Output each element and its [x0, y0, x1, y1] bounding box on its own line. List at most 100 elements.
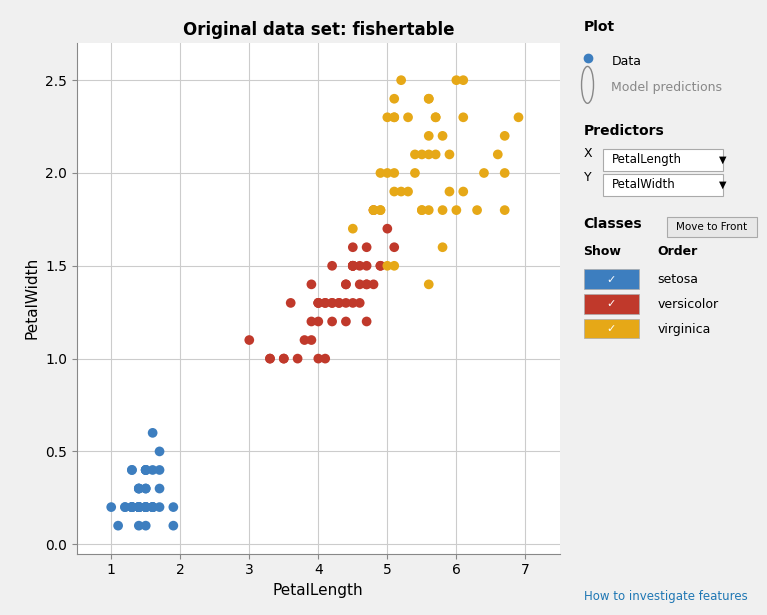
setosa [146, 465, 159, 475]
setosa [153, 446, 166, 456]
versicolor [347, 261, 359, 271]
setosa [146, 502, 159, 512]
setosa [140, 502, 152, 512]
virginica [395, 75, 407, 85]
versicolor [333, 298, 345, 308]
virginica [499, 131, 511, 141]
Text: setosa: setosa [657, 273, 698, 287]
virginica [416, 205, 428, 215]
virginica [430, 113, 442, 122]
versicolor [354, 298, 366, 308]
Text: Data: Data [611, 55, 641, 68]
versicolor [264, 354, 276, 363]
virginica [423, 94, 435, 104]
setosa [133, 502, 145, 512]
versicolor [312, 298, 324, 308]
virginica [388, 113, 400, 122]
virginica [374, 168, 387, 178]
virginica [436, 242, 449, 252]
versicolor [312, 298, 324, 308]
setosa [126, 502, 138, 512]
setosa [140, 502, 152, 512]
virginica [492, 149, 504, 159]
setosa [146, 502, 159, 512]
virginica [450, 75, 463, 85]
Text: X: X [584, 147, 592, 160]
versicolor [319, 298, 331, 308]
virginica [402, 186, 414, 196]
versicolor [360, 242, 373, 252]
versicolor [298, 335, 311, 345]
Text: PetalWidth: PetalWidth [611, 178, 675, 191]
FancyBboxPatch shape [667, 217, 757, 237]
versicolor [360, 261, 373, 271]
virginica [443, 186, 456, 196]
Text: ✓: ✓ [607, 324, 616, 334]
setosa [133, 483, 145, 493]
setosa [167, 502, 179, 512]
versicolor [354, 261, 366, 271]
setosa [140, 502, 152, 512]
setosa [126, 502, 138, 512]
virginica [457, 186, 469, 196]
versicolor [340, 298, 352, 308]
versicolor [367, 279, 380, 289]
setosa [146, 502, 159, 512]
virginica [423, 149, 435, 159]
virginica [423, 205, 435, 215]
virginica [388, 186, 400, 196]
virginica [388, 261, 400, 271]
virginica [374, 205, 387, 215]
Text: How to investigate features: How to investigate features [584, 590, 747, 603]
virginica [471, 205, 483, 215]
Text: ✓: ✓ [607, 275, 616, 285]
setosa [133, 502, 145, 512]
versicolor [319, 298, 331, 308]
virginica [402, 113, 414, 122]
versicolor [347, 242, 359, 252]
versicolor [374, 261, 387, 271]
Text: Plot: Plot [584, 20, 614, 34]
setosa [126, 502, 138, 512]
setosa [140, 465, 152, 475]
setosa [140, 502, 152, 512]
Text: virginica: virginica [657, 322, 711, 336]
setosa [126, 465, 138, 475]
versicolor [326, 298, 338, 308]
versicolor [243, 335, 255, 345]
Text: versicolor: versicolor [657, 298, 719, 311]
versicolor [264, 354, 276, 363]
setosa [146, 502, 159, 512]
virginica [388, 113, 400, 122]
setosa [133, 502, 145, 512]
setosa [105, 502, 117, 512]
virginica [416, 149, 428, 159]
versicolor [347, 261, 359, 271]
setosa [140, 465, 152, 475]
versicolor [333, 298, 345, 308]
versicolor [319, 354, 331, 363]
virginica [499, 205, 511, 215]
setosa [133, 502, 145, 512]
versicolor [326, 261, 338, 271]
virginica [430, 149, 442, 159]
versicolor [312, 298, 324, 308]
setosa [112, 521, 124, 531]
versicolor [388, 242, 400, 252]
versicolor [347, 261, 359, 271]
virginica [381, 168, 393, 178]
virginica [381, 113, 393, 122]
setosa [153, 465, 166, 475]
virginica [395, 186, 407, 196]
versicolor [340, 317, 352, 327]
setosa [133, 483, 145, 493]
virginica [409, 168, 421, 178]
Text: Order: Order [657, 245, 697, 258]
virginica [409, 149, 421, 159]
virginica [436, 131, 449, 141]
versicolor [347, 298, 359, 308]
virginica [367, 205, 380, 215]
virginica [381, 261, 393, 271]
versicolor [312, 354, 324, 363]
versicolor [312, 317, 324, 327]
